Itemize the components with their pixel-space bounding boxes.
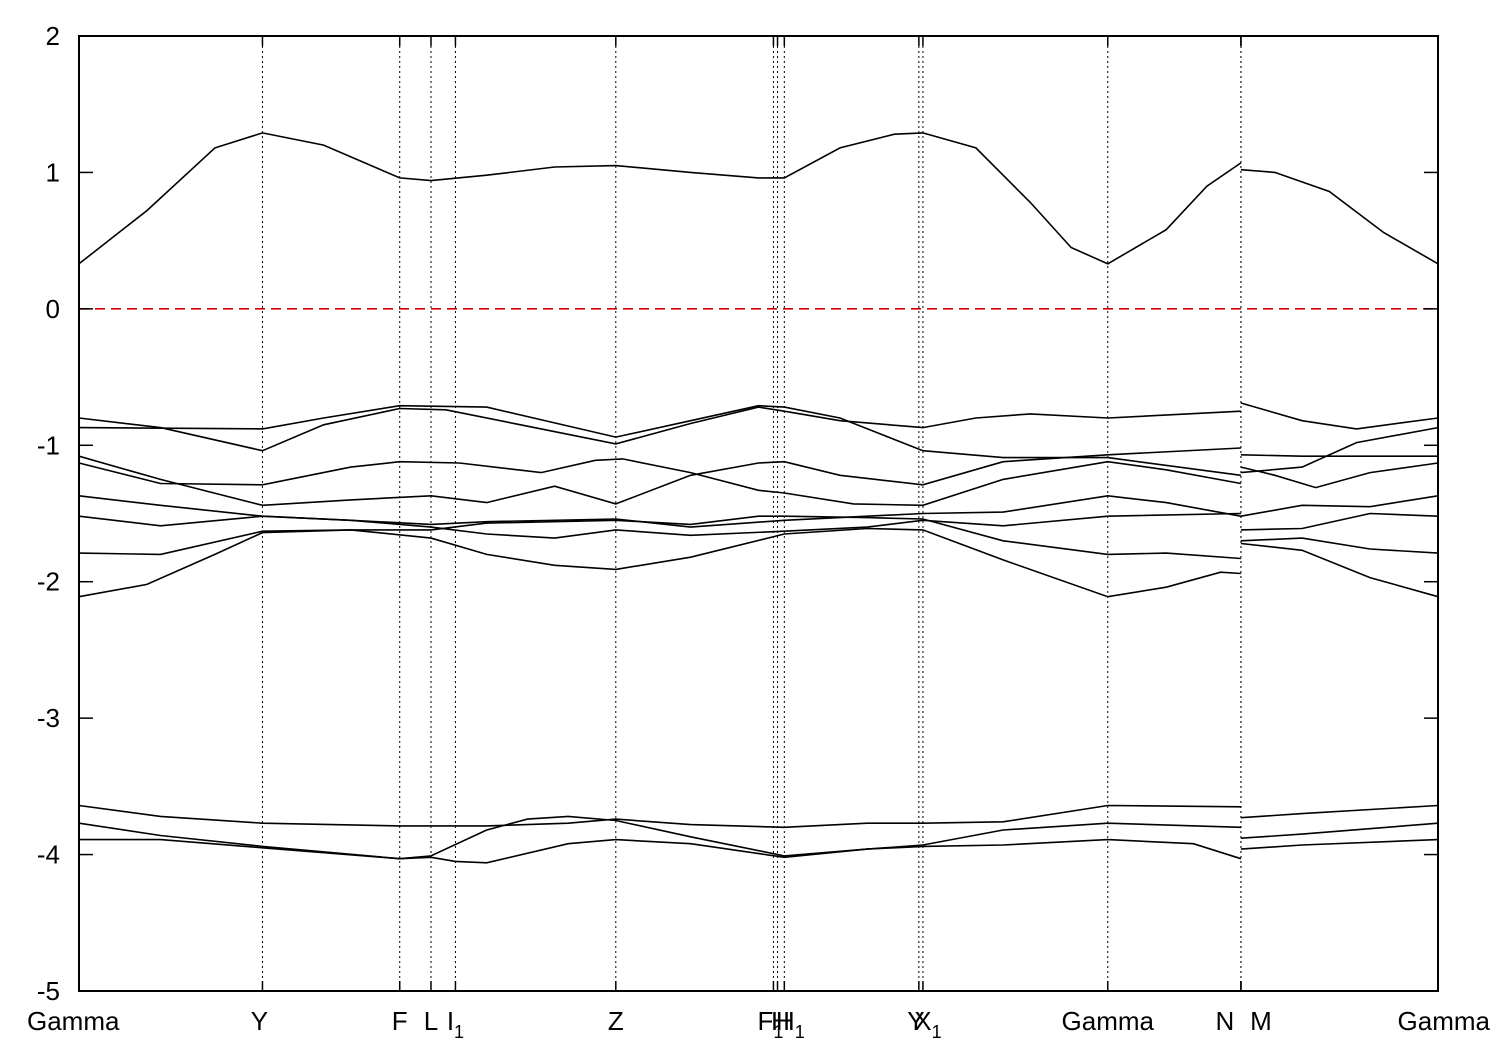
band-line-4 xyxy=(78,447,1438,507)
x-tick-label: N xyxy=(1216,1006,1235,1036)
x-tick-label: M xyxy=(1250,1006,1272,1036)
y-tick-label: -2 xyxy=(37,567,60,597)
band-line-11 xyxy=(78,815,1439,860)
y-tick-label: 2 xyxy=(46,21,60,51)
band-line-7 xyxy=(78,512,1439,539)
y-tick-label: 0 xyxy=(46,294,60,324)
x-tick-label: Y xyxy=(907,1006,924,1036)
plot-frame xyxy=(78,35,1439,992)
band-line-10 xyxy=(78,804,1439,829)
y-tick-label: -3 xyxy=(37,703,60,733)
y-tick-label: -5 xyxy=(37,976,60,1006)
y-tick-label: -4 xyxy=(37,840,60,870)
y-axis-ticks: 2 1 0 -1 -2 -3 -4 -5 xyxy=(37,21,1438,1006)
band-line-5 xyxy=(78,458,1439,507)
band-line-12 xyxy=(79,838,1439,864)
x-tick-label: Gamma xyxy=(1062,1006,1155,1036)
kpoint-gridlines xyxy=(261,36,1242,991)
band-line-6 xyxy=(78,494,1439,528)
band-line-2 xyxy=(78,402,1439,452)
band-line-9 xyxy=(78,527,1439,598)
y-tick-label: 1 xyxy=(46,157,60,187)
x-tick-label: Gamma xyxy=(27,1006,120,1036)
x-tick-label: F xyxy=(392,1006,408,1036)
band-line-1 xyxy=(78,132,1439,265)
band-lines xyxy=(78,132,1439,864)
band-line-3 xyxy=(78,404,1439,477)
y-tick-label: -1 xyxy=(37,430,60,460)
x-tick-label: I1 xyxy=(447,1006,464,1042)
x-tick-label: L xyxy=(424,1006,438,1036)
x-tick-label: Gamma xyxy=(1398,1006,1491,1036)
x-tick-label: H xyxy=(771,1006,790,1036)
x-tick-label: X1 xyxy=(914,1006,941,1042)
x-tick-label: Y xyxy=(251,1006,268,1036)
x-tick-label: Z xyxy=(608,1006,624,1036)
